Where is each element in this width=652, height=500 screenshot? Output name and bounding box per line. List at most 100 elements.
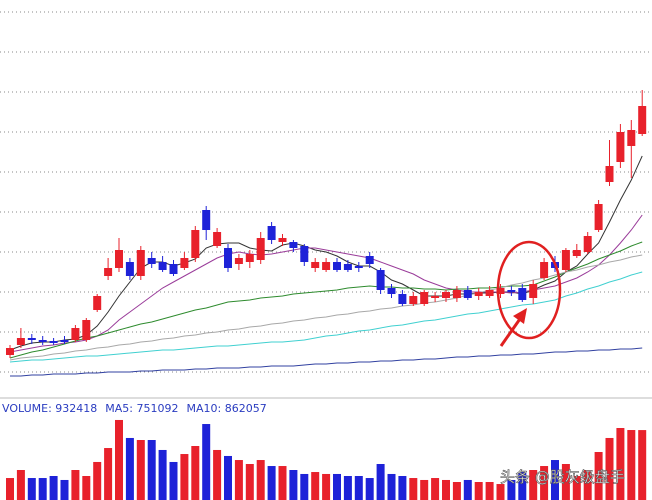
candle-body [376,270,385,290]
candle-body [627,130,636,146]
candle-body [115,250,123,268]
candle-body [60,340,69,342]
candle-body [16,338,25,345]
volume-bar [627,430,636,500]
volume-bar [6,478,14,500]
candle-body [267,226,276,240]
volume-bar [180,454,189,500]
volume-bar [561,464,570,500]
volume-bar [82,476,91,500]
candle-body [518,288,527,300]
candle-body [202,210,211,230]
volume-bar [594,452,603,500]
candle-body [409,296,418,304]
candle-body [93,296,102,310]
candle-body [213,232,222,246]
candle-body [136,250,145,276]
grid [0,11,652,399]
candle-body [507,290,516,292]
candle-body [333,262,341,270]
volume-bar [572,476,581,500]
volume-bar [38,478,47,500]
volume-bar [224,455,232,500]
volume-bar [496,484,505,500]
candle-body [463,290,472,298]
candle-body [158,262,167,270]
candle-body [365,256,374,264]
volume-bar [409,478,418,500]
candle-body [398,294,407,304]
candle-body [256,238,265,260]
candle-body [311,262,320,268]
volume-bar [398,476,407,500]
volume-bar [267,466,276,500]
candle-body [343,264,352,270]
candle-body [431,296,440,298]
volume-bar [27,478,36,500]
moving-average-line [9,254,643,361]
volume-bar [583,470,592,500]
candle-body [540,262,549,278]
volume-bar [115,419,123,500]
candle-body [572,250,581,256]
volume-bar [49,476,58,500]
arrow-head [513,308,527,324]
volume-bar [540,466,549,500]
volume-bar [60,479,69,500]
volume-bar [256,460,265,500]
volume-bar [202,424,211,500]
volume-bar [529,470,538,500]
candle-body [474,292,483,296]
moving-average-line [9,271,643,363]
candle-body [583,236,592,252]
volume-bar [245,464,254,500]
candle-body [616,132,625,162]
volume-bar [300,473,309,500]
volume-bar [71,470,80,500]
volume-bar [136,440,145,500]
volume-bar [387,473,396,500]
candle-body [125,262,134,276]
volume-bar [147,440,156,500]
candle-body [27,338,36,340]
volume-bar [365,478,374,500]
candle-body [529,284,538,298]
volume-bar [104,448,113,500]
candle-body [452,290,461,298]
candle-body [224,248,232,268]
volume-bar [420,479,429,500]
volume-panel: VOLUME: 932418 MA5: 751092 MA10: 862057 [2,402,647,500]
candle-body [322,262,331,270]
candle-body [180,258,189,268]
candle-body [49,341,58,343]
volume-bar [452,482,461,500]
candle-body [638,106,647,134]
volume-bar [442,479,450,500]
highlight-ellipse [496,240,562,340]
volume-bar [354,476,363,500]
volume-bar [507,479,516,500]
moving-average-line [9,241,643,359]
volume-bar [169,461,178,500]
volume-bar [191,446,200,500]
volume-bar [431,478,440,500]
volume-bar [376,464,385,500]
candle-body [300,246,309,262]
volume-bar [16,470,25,500]
candle-body [245,254,254,262]
candle-body [278,238,287,242]
candle-body [354,266,363,268]
price-panel [6,90,647,377]
watermark: 头条 @股灰级盘手 [500,468,625,486]
volume-legend: VOLUME: 932418 [2,402,97,415]
volume-bar [278,466,287,500]
volume-bar [158,449,167,500]
volume-bar [234,460,243,500]
candle-body [594,204,603,230]
candle-body [605,166,614,182]
candle-body [147,258,156,264]
candle-body [82,320,91,340]
volume-bar [518,472,527,500]
volume-legend: MA10: 862057 [186,402,266,415]
